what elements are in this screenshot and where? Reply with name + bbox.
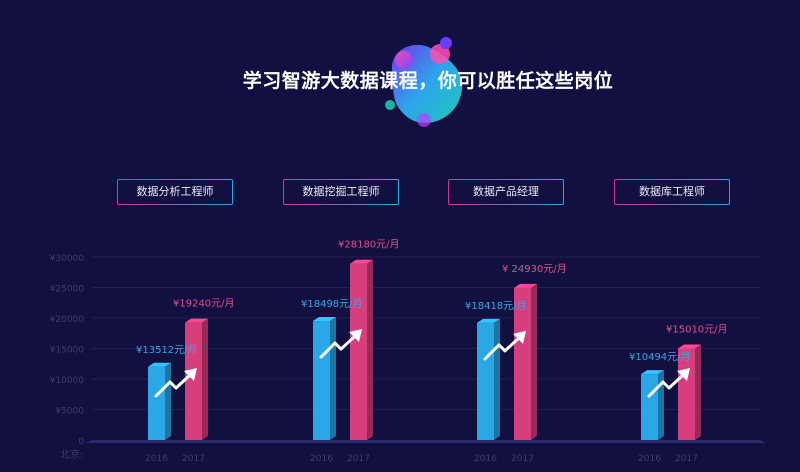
colorful-blob-decoration <box>385 37 463 127</box>
y-tick-label: ¥5000 <box>55 407 84 417</box>
growth-arrow-icon <box>483 337 520 361</box>
data-label-2016: ¥18418元/月 <box>465 300 527 312</box>
data-label-2017: ¥19240元/月 <box>173 298 235 310</box>
x-tick-label: 2016 <box>145 454 168 464</box>
bar-2017 <box>514 287 531 440</box>
bar-2016-top <box>641 370 664 375</box>
y-tick-label: ¥30000 <box>50 254 85 264</box>
bar-2016-side <box>165 362 171 440</box>
bar-2017 <box>185 322 202 440</box>
growth-arrow-head-icon <box>677 368 690 381</box>
bar-2016 <box>641 374 658 440</box>
growth-arrow-head-icon <box>349 329 362 343</box>
position-tag-data-product[interactable]: 数据产品经理 <box>448 179 564 205</box>
bar-2017-side <box>531 283 537 440</box>
x-tick-label: 2017 <box>511 454 534 464</box>
x-tick-label: 2017 <box>347 454 370 464</box>
bar-2017-side <box>695 344 701 440</box>
bar-2016-top <box>313 317 336 322</box>
bar-2016-top <box>477 318 500 323</box>
x-tick-label: 2016 <box>310 454 333 464</box>
bar-2016-side <box>494 318 500 440</box>
x-tick-label: 2017 <box>675 454 698 464</box>
growth-arrow-head-icon <box>184 368 197 381</box>
growth-arrow-icon <box>319 335 356 359</box>
growth-arrow-icon <box>154 374 191 398</box>
city-label: 北京: <box>60 448 83 461</box>
x-tick-label: 2016 <box>474 454 497 464</box>
page-title: 学习智游大数据课程，你可以胜任这些岗位 <box>242 70 614 92</box>
bar-2016-side <box>330 317 336 440</box>
y-tick-label: ¥10000 <box>50 376 85 386</box>
chart-floor <box>86 440 766 443</box>
y-tick-label: ¥15000 <box>50 346 85 356</box>
position-tag-database[interactable]: 数据库工程师 <box>614 179 730 205</box>
data-label-2016: ¥13512元/月 <box>136 344 198 356</box>
x-tick-label: 2016 <box>638 454 661 464</box>
data-label-2016: ¥18498元/月 <box>301 298 363 310</box>
bar-2016-top <box>148 362 171 367</box>
growth-arrow-head-icon <box>513 330 526 344</box>
data-label-2017: ¥ 24930元/月 <box>502 263 567 275</box>
bar-2017-top <box>678 344 701 349</box>
y-tick-label: 0 <box>78 437 84 447</box>
data-label-2017: ¥15010元/月 <box>666 323 728 335</box>
bar-2017-side <box>202 318 208 440</box>
bar-2016 <box>148 366 165 440</box>
bar-2017-side <box>367 259 373 440</box>
x-tick-label: 2017 <box>182 454 205 464</box>
growth-arrow-icon <box>647 374 684 398</box>
bar-2017 <box>350 263 367 440</box>
bar-2016 <box>313 321 330 440</box>
data-label-2016: ¥10494元/月 <box>629 351 691 363</box>
bar-2016 <box>477 322 494 440</box>
bar-2017-top <box>350 259 373 264</box>
position-tag-data-mining[interactable]: 数据挖掘工程师 <box>283 179 399 205</box>
y-tick-label: ¥20000 <box>50 315 85 325</box>
position-tag-data-analyst[interactable]: 数据分析工程师 <box>117 179 233 205</box>
y-tick-label: ¥25000 <box>50 285 85 295</box>
bar-2017-top <box>514 283 537 288</box>
bar-2017-top <box>185 318 208 323</box>
data-label-2017: ¥28180元/月 <box>338 239 400 251</box>
